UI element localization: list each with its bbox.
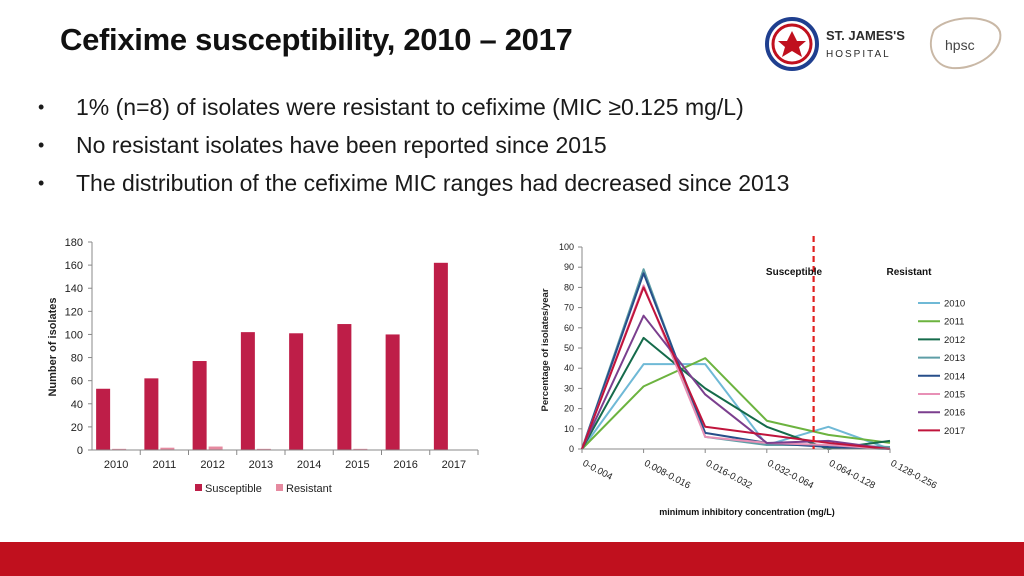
- line-chart: Percentage of isolates/year 0 10 20 30 40 50 6…: [540, 236, 965, 517]
- legend-label-2015: 2015: [944, 390, 965, 401]
- bullet-icon: •: [38, 135, 45, 155]
- line-chart-y-tick-label: 10: [564, 424, 574, 434]
- line-chart-x-axis: 0-0.004 0.008-0.016 0.016-0.032 0.032-0.064…: [581, 448, 939, 492]
- bar-chart-x-axis: 2010 2011 2012 2013 2014 2015 2016 2017: [92, 449, 479, 471]
- bar-chart-y-tick-label: 160: [65, 260, 83, 272]
- line-chart-legend: 2010 2011 2012 2013 2014 2015 2016 2017: [918, 299, 965, 437]
- legend-label-2017: 2017: [944, 426, 965, 437]
- hospital-name-line1: ST. JAMES'S: [826, 28, 905, 43]
- line-chart-y-axis: 0 10 20 30 40 50 60 70 80 90 100: [559, 242, 583, 454]
- line-series-2011: [581, 357, 891, 450]
- line-chart-x-tick-label: 0.008-0.016: [642, 458, 692, 492]
- bar-susceptible-2015: [337, 324, 352, 450]
- bullet-list: • 1% (n=8) of isolates were resistant to …: [38, 88, 789, 202]
- slide-title: Cefixime susceptibility, 2010 – 2017: [60, 22, 573, 57]
- legend-label-2012: 2012: [944, 335, 965, 346]
- bar-chart-x-tick-label: 2011: [153, 459, 177, 471]
- bar-resistant-2010: [112, 448, 127, 450]
- line-chart-y-tick-label: 90: [564, 262, 574, 272]
- line-chart-y-tick-label: 20: [564, 404, 574, 414]
- bullet-text: The distribution of the cefixime MIC ran…: [76, 170, 790, 196]
- hpsc-logo: hpsc: [929, 17, 1002, 70]
- line-series-2010: [581, 363, 891, 450]
- line-chart-y-axis-label: Percentage of isolates/year: [540, 288, 551, 411]
- line-chart-x-axis-label: minimum inhibitory concentration (mg/L): [659, 507, 835, 517]
- line-series-2016: [581, 314, 891, 450]
- bar-chart-y-tick-label: 140: [65, 283, 83, 295]
- line-chart-y-tick-label: 40: [564, 363, 574, 373]
- bar-chart-x-tick-label: 2016: [393, 459, 417, 471]
- bar-chart-x-tick-label: 2014: [297, 459, 321, 471]
- bar-chart-y-tick-label: 0: [77, 445, 83, 457]
- line-chart-series: [581, 268, 891, 450]
- line-chart-x-tick-label: 0.016-0.032: [704, 458, 754, 492]
- bar-chart-y-tick-label: 60: [71, 376, 83, 388]
- legend-label-2016: 2016: [944, 408, 965, 419]
- bar-chart-y-tick-label: 80: [71, 353, 83, 365]
- line-chart-x-tick-label: 0.128-0.256: [889, 458, 939, 492]
- line-chart-y-tick-label: 100: [559, 242, 574, 252]
- bar-chart-legend: Susceptible Resistant: [195, 483, 332, 495]
- bar-chart-y-tick-label: 40: [71, 399, 83, 411]
- bar-susceptible-2013: [240, 332, 255, 450]
- bar-chart-y-axis-label: Number of isolates: [47, 297, 59, 396]
- bar-chart-x-tick-label: 2010: [104, 459, 128, 471]
- bar-chart-y-axis: 0 20 40 60 80 100 120 140 160 180: [65, 237, 93, 457]
- line-chart-y-tick-label: 80: [564, 282, 574, 292]
- bullet-item: • The distribution of the cefixime MIC ra…: [38, 164, 789, 202]
- hospital-crest-logo: [765, 17, 819, 71]
- bar-resistant-2015: [353, 448, 368, 450]
- legend-label-2010: 2010: [944, 299, 965, 310]
- hospital-name-line2: HOSPITAL: [826, 49, 891, 60]
- line-chart-y-tick-label: 30: [564, 383, 574, 393]
- bar-susceptible-2017: [433, 262, 448, 450]
- bar-resistant-2011: [160, 447, 175, 450]
- legend-label-susceptible: Susceptible: [205, 483, 262, 495]
- bar-susceptible-2014: [289, 333, 304, 450]
- line-series-2014: [581, 272, 891, 450]
- footer-bar: [0, 542, 1024, 576]
- legend-swatch-susceptible: [195, 484, 202, 491]
- line-chart-y-tick-label: 50: [564, 343, 574, 353]
- line-chart-x-tick-label: 0.032-0.064: [765, 458, 815, 492]
- bar-chart-y-tick-label: 20: [71, 422, 83, 434]
- bar-chart-y-tick-label: 180: [65, 237, 83, 249]
- legend-label-2011: 2011: [944, 317, 964, 328]
- line-chart-y-tick-label: 0: [569, 444, 574, 454]
- bar-resistant-2013: [256, 448, 271, 450]
- line-chart-x-tick-label: 0.064-0.128: [827, 458, 877, 492]
- bullet-item: • No resistant isolates have been reporte…: [38, 126, 789, 164]
- bullet-item: • 1% (n=8) of isolates were resistant to …: [38, 88, 789, 126]
- line-chart-x-tick-label: 0-0.004: [581, 458, 615, 483]
- logo-bar: ST. JAMES'S HOSPITAL hpsc: [765, 17, 1002, 71]
- bar-chart-y-tick-label: 100: [65, 329, 83, 341]
- bar-chart-x-tick-label: 2015: [345, 459, 369, 471]
- line-series-2013: [581, 268, 891, 450]
- bar-chart-bars: [96, 262, 448, 450]
- legend-swatch-resistant: [276, 484, 283, 491]
- resistant-label: Resistant: [886, 267, 932, 278]
- bar-chart-y-tick-label: 120: [65, 306, 83, 318]
- bar-chart-x-tick-label: 2012: [200, 459, 224, 471]
- bar-susceptible-2010: [96, 388, 111, 450]
- bar-susceptible-2016: [385, 334, 400, 450]
- line-chart-y-tick-label: 70: [564, 303, 574, 313]
- line-series-2017: [581, 286, 891, 450]
- hpsc-text: hpsc: [945, 37, 975, 53]
- legend-label-2014: 2014: [944, 371, 965, 382]
- line-chart-y-tick-label: 60: [564, 323, 574, 333]
- bar-chart: Number of isolates 0 20 40 60 80 100 120 140 160…: [47, 237, 479, 495]
- bar-resistant-2012: [208, 446, 223, 450]
- legend-label-2013: 2013: [944, 353, 965, 364]
- bar-chart-x-tick-label: 2013: [249, 459, 273, 471]
- bullet-icon: •: [38, 97, 45, 117]
- bullet-text: 1% (n=8) of isolates were resistant to c…: [76, 94, 744, 120]
- bar-susceptible-2012: [192, 361, 207, 450]
- bullet-icon: •: [38, 173, 45, 193]
- susceptible-label: Susceptible: [766, 267, 823, 278]
- bar-chart-x-tick-label: 2017: [442, 459, 466, 471]
- bar-susceptible-2011: [144, 378, 159, 450]
- legend-label-resistant: Resistant: [286, 483, 332, 495]
- bullet-text: No resistant isolates have been reported…: [76, 132, 607, 158]
